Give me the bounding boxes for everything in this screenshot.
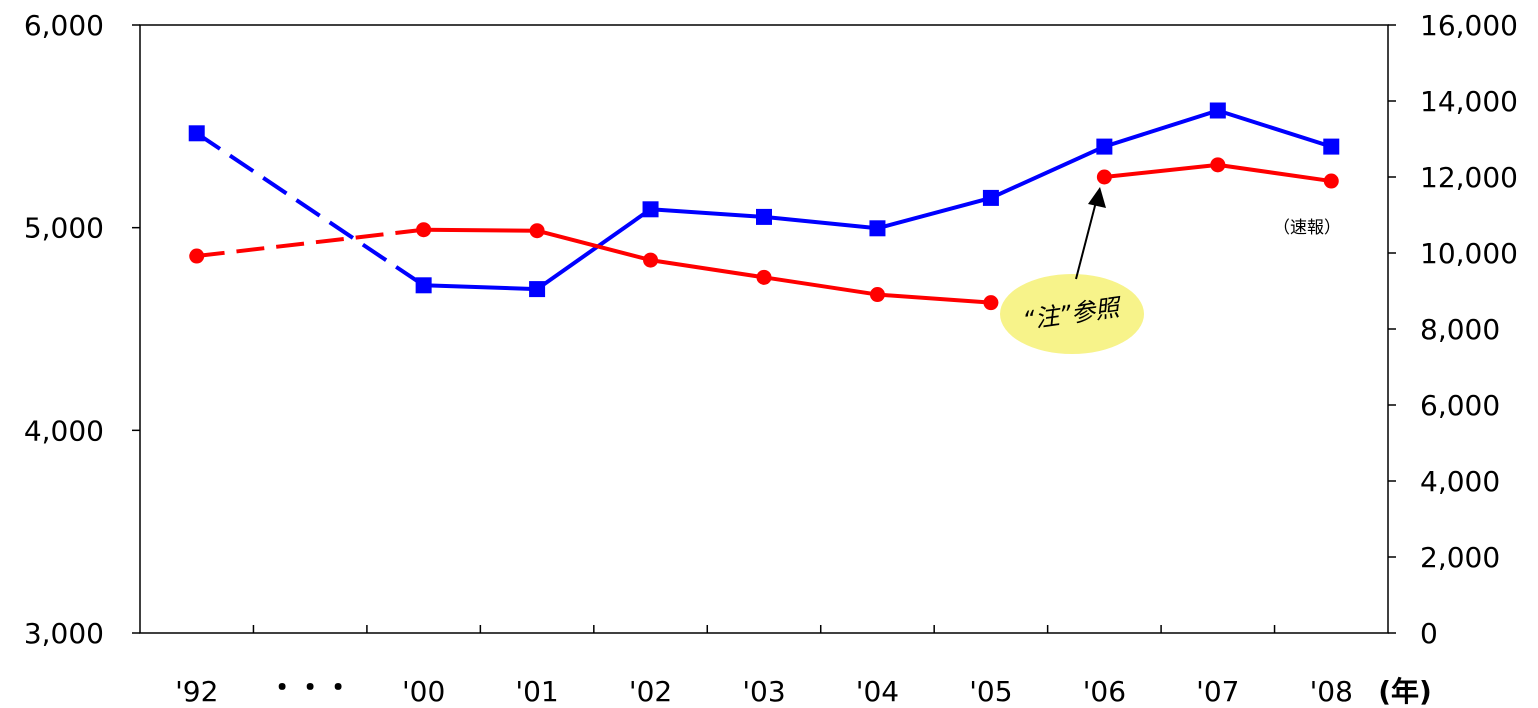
left-tick-label: 3,000	[24, 617, 104, 650]
series-0-point	[1096, 138, 1113, 155]
series-1-point	[529, 223, 545, 239]
x-tick-label: '07	[1196, 675, 1239, 708]
series-1-point	[756, 269, 772, 285]
right-tick-label: 10,000	[1420, 237, 1518, 270]
left-tick-label: 5,000	[24, 212, 104, 245]
annotation-layer: “注”参照 （速報）	[1000, 187, 1341, 354]
x-tick-label: '05	[969, 675, 1012, 708]
series-0-point	[1209, 102, 1226, 119]
series-0-segment	[195, 131, 425, 287]
x-tick-label: '04	[856, 675, 899, 708]
series-1-point	[1323, 173, 1339, 189]
series-1-point	[643, 252, 659, 268]
x-tick-label: '01	[515, 675, 558, 708]
preliminary-label: （速報）	[1273, 218, 1341, 238]
series-0-point	[869, 220, 886, 237]
x-tick-label: '03	[742, 675, 785, 708]
series-0-segment	[650, 207, 765, 219]
right-tick-label: 4,000	[1420, 465, 1500, 498]
series-layer	[188, 102, 1340, 311]
right-tick-label: 6,000	[1420, 389, 1500, 422]
series-1-segment	[1217, 162, 1332, 184]
series-0-point	[1323, 138, 1340, 155]
note-arrowhead	[1088, 187, 1106, 208]
series-0-segment	[1103, 108, 1219, 149]
series-1-segment	[650, 258, 765, 280]
series-0-segment	[423, 283, 538, 292]
left-axis-ticks: 3,000 4,000 5,000 6,000	[24, 9, 140, 650]
x-tick-label: '92	[175, 675, 218, 708]
right-tick-label: 0	[1420, 617, 1438, 650]
note-callout	[1000, 274, 1144, 354]
series-0-point	[529, 281, 546, 298]
series-1-point	[1096, 169, 1112, 185]
right-tick-label: 16,000	[1420, 9, 1518, 42]
series-0-point	[415, 277, 432, 294]
left-tick-label: 6,000	[24, 9, 104, 42]
note-arrow	[1075, 197, 1098, 280]
left-tick-label: 4,000	[24, 414, 104, 447]
series-1-point	[189, 248, 205, 264]
series-0-point	[982, 189, 999, 206]
series-1-segment	[763, 275, 878, 297]
series-0-point	[188, 125, 205, 142]
series-1-segment	[536, 228, 652, 263]
series-0-segment	[1217, 108, 1332, 149]
series-0-point	[642, 201, 659, 218]
series-0-segment	[535, 207, 652, 291]
series-1-segment	[423, 227, 538, 233]
series-0-segment	[990, 144, 1106, 200]
series-1-point	[983, 295, 999, 311]
x-tick-label: ・・・	[268, 671, 352, 704]
x-tick-label: '08	[1310, 675, 1353, 708]
x-tick-label: '06	[1083, 675, 1126, 708]
right-tick-label: 2,000	[1420, 541, 1500, 574]
series-1-point	[416, 222, 432, 238]
series-1-point	[869, 287, 885, 303]
series-1-point	[1210, 157, 1226, 173]
series-0-segment	[876, 195, 992, 231]
plot-area	[139, 24, 1389, 634]
x-tick-label: '00	[402, 675, 445, 708]
x-tick-label: '02	[629, 675, 672, 708]
x-axis-ticks: '92 ・・・ '00 '01 '02 '03 '04 '05 '06 '07 '08 (年)	[175, 625, 1432, 708]
right-tick-label: 8,000	[1420, 313, 1500, 346]
right-axis-ticks: 0 2,000 4,000 6,000 8,000 10,000 12,000 14,000 1…	[1388, 9, 1518, 650]
series-0-point	[756, 208, 772, 225]
series-1-segment	[1104, 162, 1219, 179]
right-tick-label: 14,000	[1420, 85, 1518, 118]
right-tick-label: 12,000	[1420, 161, 1518, 194]
series-0-segment	[763, 214, 878, 231]
series-1-segment	[877, 292, 992, 305]
x-axis-unit-label: (年)	[1378, 675, 1432, 708]
